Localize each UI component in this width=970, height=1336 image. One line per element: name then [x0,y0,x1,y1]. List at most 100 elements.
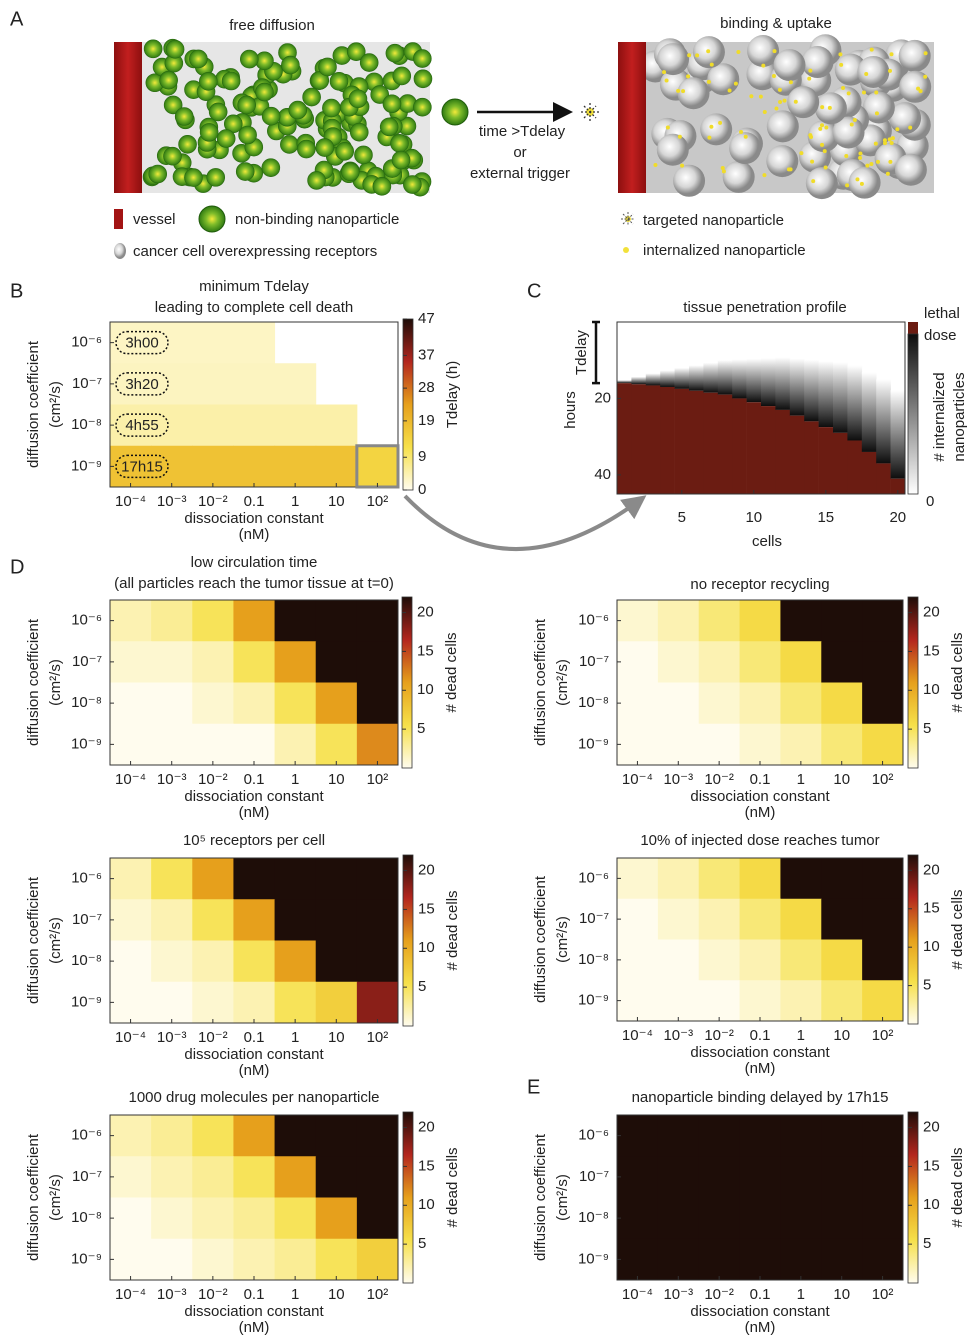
heatmap-cell [274,723,317,766]
nanoparticle [288,100,308,120]
colorbar [907,596,919,769]
internalized-dot [841,85,846,90]
y-axis-label: (cm²/s) [47,381,64,428]
heatmap-cell [739,1197,781,1240]
heatmap-cell [356,940,399,983]
nanoparticle [318,57,337,77]
chart-title: no receptor recycling [690,576,829,593]
colorbar-tick-label: 5 [923,1235,931,1252]
panel-a-title: free diffusion [229,17,315,34]
y-tick-label: 10⁻⁸ [71,952,102,969]
heatmap-cell [110,404,152,447]
heatmap-cell [739,1115,781,1157]
colorbar-tick-label: 20 [418,1119,435,1136]
heatmap-cell [780,723,822,766]
nanoparticle [235,162,255,181]
internalized-dot [758,94,763,99]
lethal-region [703,392,719,494]
lethal-region [861,451,877,494]
heatmap-cell [274,1156,317,1198]
internalized-dot [865,163,870,168]
colorbar-tick-label: 15 [923,900,940,917]
heatmap-cell [780,682,822,725]
heatmap-cell [821,682,863,725]
heatmap-cell [151,322,193,364]
y-tick-label: 10⁻⁷ [72,1168,102,1185]
heatmap-cell [739,682,781,725]
x-tick-label: 0.1 [750,771,771,788]
heatmap-cell [110,1115,152,1157]
lethal-region [617,383,632,494]
nanoparticle [335,142,354,161]
heatmap-cell [617,600,659,642]
y-tick-label: 10⁻⁷ [579,910,609,927]
y-axis-label: diffusion coefficient [25,618,42,746]
colorbar [402,318,414,491]
x-axis-label: cells [752,533,782,550]
x-tick-label: 10² [872,1027,894,1044]
heatmap-cell [821,939,863,981]
x-axis-label: dissociation constant [690,1303,830,1320]
x-tick-label: 10 [328,1286,345,1303]
heatmap-cell [821,723,863,766]
heatmap-cell [192,363,234,405]
x-tick-label: 5 [678,509,686,526]
heatmap-cell [192,682,234,725]
colorbar-top-label: dose [924,327,957,344]
y-tick-label: 10⁻⁹ [71,457,102,474]
heatmap-cell [821,1238,863,1281]
x-tick-label: 10 [328,493,345,510]
nanoparticle [302,87,321,107]
cancer-cell [889,102,922,135]
legend-text: internalized nanoparticle [643,242,806,259]
heatmap-cell [780,1156,822,1198]
internalized-dot [869,47,874,52]
internalized-dot [653,163,658,168]
nanoparticle [199,123,219,142]
heatmap-cell [821,600,863,642]
colorbar-tick-label: 5 [923,720,931,737]
lethal-region [674,388,690,494]
lethal-region [847,440,863,494]
penetration-fade [804,359,819,422]
chart-title: nanoparticle binding delayed by 17h15 [632,1089,889,1106]
internalized-dot [923,51,928,56]
heatmap-cell [315,723,358,766]
colorbar-label: nanoparticles [951,372,968,461]
heatmap-cell [657,1115,700,1157]
heatmap-cell [617,723,659,766]
y-axis-label: diffusion coefficient [532,875,549,1003]
internalized-dot [888,159,893,164]
internalized-dot [662,70,667,75]
y-axis-label: (cm²/s) [47,1174,64,1221]
nanoparticle [346,42,366,61]
internalized-dot [807,76,812,81]
heatmap-cell [274,682,317,725]
y-tick-label: 10⁻⁹ [71,1250,102,1267]
heatmap-cell [192,858,234,900]
heatmap-cell [780,858,822,900]
nanoparticle [315,138,335,157]
cancer-cell [857,55,890,88]
heatmap-cell [151,723,193,766]
heatmap-cell [151,940,193,983]
internalized-dot [873,141,878,146]
internalized-dot [762,110,767,115]
lethal-region [746,402,762,494]
y-axis-label: diffusion coefficient [532,1133,549,1261]
heatmap-cell [315,1238,358,1281]
panel-label: B [10,280,23,302]
colorbar-tick-label: 20 [923,861,940,878]
nanoparticle [216,129,236,148]
nanoparticle [329,72,349,91]
internalized-dot [782,98,787,103]
chart-title: minimum Tdelay [199,278,309,295]
cancer-cell [657,43,690,76]
colorbar-label: # dead cells [949,889,966,969]
heatmap-cell [862,1115,904,1157]
nanoparticle [307,171,326,190]
heatmap-cell [151,404,193,447]
legend-swatch [621,212,635,226]
penetration-fade [674,367,690,389]
colorbar-tick-label: 37 [418,346,435,363]
